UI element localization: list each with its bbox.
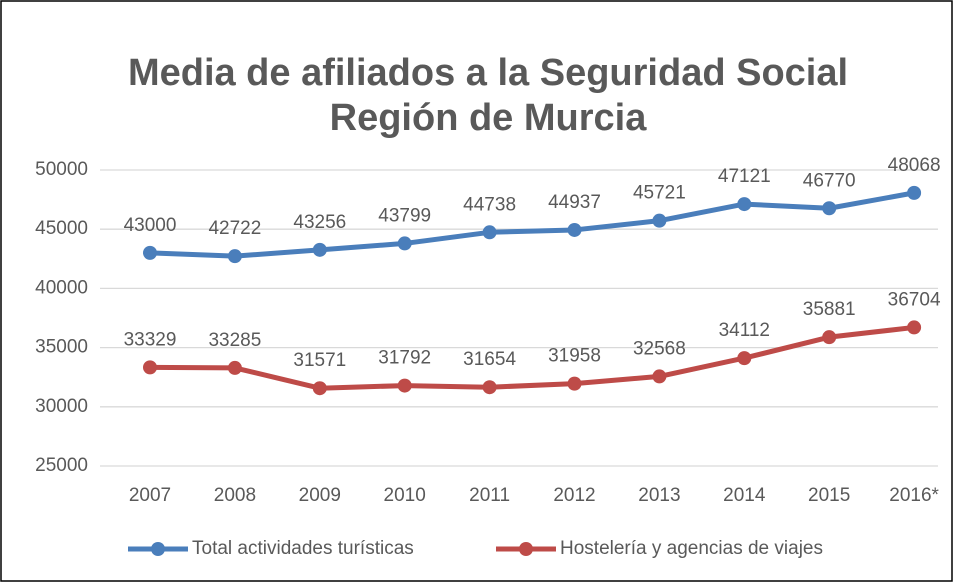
legend-marker: [151, 542, 165, 556]
data-point: [482, 380, 497, 395]
x-tick-label: 2008: [214, 485, 256, 506]
data-point: [397, 236, 412, 251]
data-point: [227, 360, 242, 375]
data-label: 42722: [208, 218, 261, 239]
data-label: 47121: [718, 166, 771, 187]
data-label: 32568: [633, 338, 686, 359]
data-point: [312, 381, 327, 396]
data-point: [737, 351, 752, 366]
x-tick-label: 2013: [638, 485, 680, 506]
data-label: 31654: [463, 349, 516, 370]
data-point: [907, 185, 922, 200]
data-label: 34112: [719, 320, 770, 341]
x-tick-label: 2014: [723, 485, 766, 506]
series-line: [147, 190, 917, 259]
data-label: 31571: [293, 350, 346, 371]
data-label: 31958: [548, 346, 601, 367]
legend-label: Hostelería y agencias de viajes: [560, 538, 823, 559]
x-tick-label: 2011: [469, 485, 510, 506]
data-label: 33285: [208, 330, 261, 351]
x-tick-label: 2015: [808, 485, 850, 506]
data-point: [822, 201, 837, 216]
y-tick-label: 45000: [35, 218, 88, 239]
data-label: 43799: [378, 205, 431, 226]
x-tick-label: 2009: [299, 485, 341, 506]
legend-label: Total actividades turísticas: [192, 538, 414, 559]
data-label: 46770: [803, 170, 856, 191]
data-point: [652, 213, 667, 228]
y-tick-label: 35000: [35, 337, 88, 358]
y-tick-label: 25000: [35, 455, 88, 476]
chart-title: Media de afiliados a la Seguridad Social: [128, 52, 848, 94]
data-point: [652, 369, 667, 384]
data-point: [567, 222, 582, 237]
data-label: 43000: [124, 215, 177, 236]
x-tick-label: 2012: [553, 485, 595, 506]
data-label: 35881: [803, 299, 856, 320]
data-point: [567, 376, 582, 391]
data-point: [227, 249, 242, 264]
series-line: [147, 324, 917, 391]
y-tick-label: 50000: [35, 159, 88, 180]
data-point: [312, 242, 327, 257]
x-tick-label: 2007: [129, 485, 171, 506]
data-label: 33329: [124, 329, 177, 350]
legend-marker: [519, 542, 533, 556]
data-label: 44937: [548, 192, 601, 213]
data-point: [143, 245, 157, 260]
data-label: 31792: [378, 348, 431, 369]
y-tick-label: 40000: [35, 277, 88, 298]
data-point: [143, 360, 157, 375]
data-point: [482, 225, 497, 240]
data-label: 36704: [888, 289, 941, 310]
data-label: 48068: [888, 155, 941, 176]
data-point: [907, 320, 922, 335]
x-tick-label: 2010: [384, 485, 426, 506]
data-point: [822, 330, 837, 345]
chart-title: Región de Murcia: [330, 97, 648, 139]
x-tick-label: 2016*: [889, 485, 939, 506]
data-point: [397, 378, 412, 393]
data-point: [737, 197, 752, 212]
y-tick-label: 30000: [35, 396, 88, 417]
data-label: 43256: [293, 212, 346, 233]
data-label: 44738: [463, 194, 516, 215]
data-label: 45721: [633, 183, 686, 204]
